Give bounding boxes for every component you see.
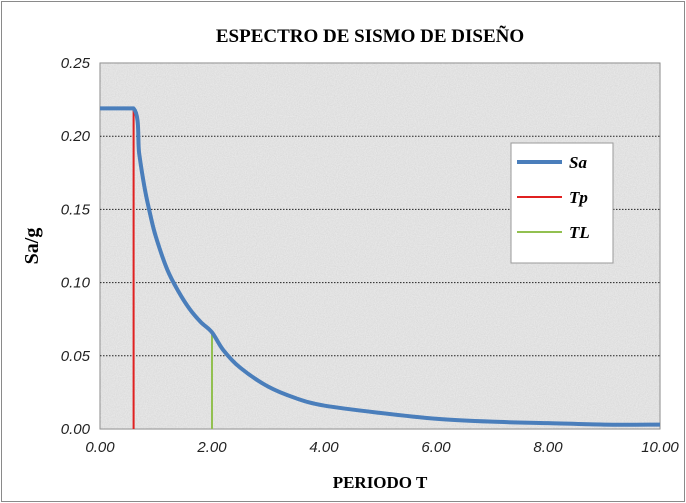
x-tick-label: 2.00 — [196, 439, 227, 456]
x-tick-labels: 0.00 2.00 4.00 6.00 8.00 10.00 — [85, 439, 679, 456]
y-axis-label: Sa/g — [21, 228, 43, 265]
x-axis-label: PERIODO T — [333, 473, 428, 492]
y-tick-label: 0.20 — [61, 128, 91, 145]
series-layer — [100, 106, 661, 429]
gridlines — [100, 135, 660, 357]
x-tick-label: 4.00 — [309, 439, 339, 456]
y-tick-label: 0.00 — [61, 421, 91, 438]
y-tick-label: 0.15 — [61, 201, 91, 218]
legend-label-sa: Sa — [569, 153, 587, 172]
legend-label-tp: Tp — [569, 188, 588, 207]
x-tick-label: 10.00 — [641, 439, 679, 456]
x-tick-label: 6.00 — [421, 439, 451, 456]
y-tick-label: 0.25 — [61, 55, 91, 72]
y-tick-labels: 0.00 0.05 0.10 0.15 0.20 0.25 — [61, 55, 91, 438]
y-tick-label: 0.10 — [61, 275, 91, 292]
chart-title: ESPECTRO DE SISMO DE DISEÑO — [216, 25, 524, 47]
legend: Sa Tp TL — [510, 142, 614, 264]
x-tick-label: 0.00 — [85, 439, 115, 456]
legend-label-tl: TL — [569, 223, 590, 242]
y-tick-label: 0.05 — [61, 348, 91, 365]
series-line-sa — [100, 106, 661, 427]
x-tick-label: 8.00 — [533, 439, 563, 456]
